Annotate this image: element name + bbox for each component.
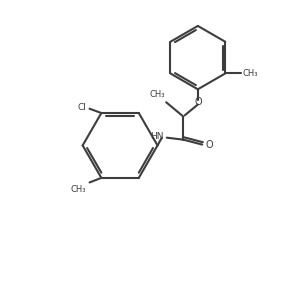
Text: CH₃: CH₃	[242, 69, 258, 78]
Text: O: O	[194, 97, 202, 107]
Text: CH₃: CH₃	[71, 185, 86, 194]
Text: CH₃: CH₃	[149, 90, 165, 99]
Text: HN: HN	[150, 132, 163, 141]
Text: Cl: Cl	[77, 103, 86, 112]
Text: O: O	[205, 141, 213, 150]
